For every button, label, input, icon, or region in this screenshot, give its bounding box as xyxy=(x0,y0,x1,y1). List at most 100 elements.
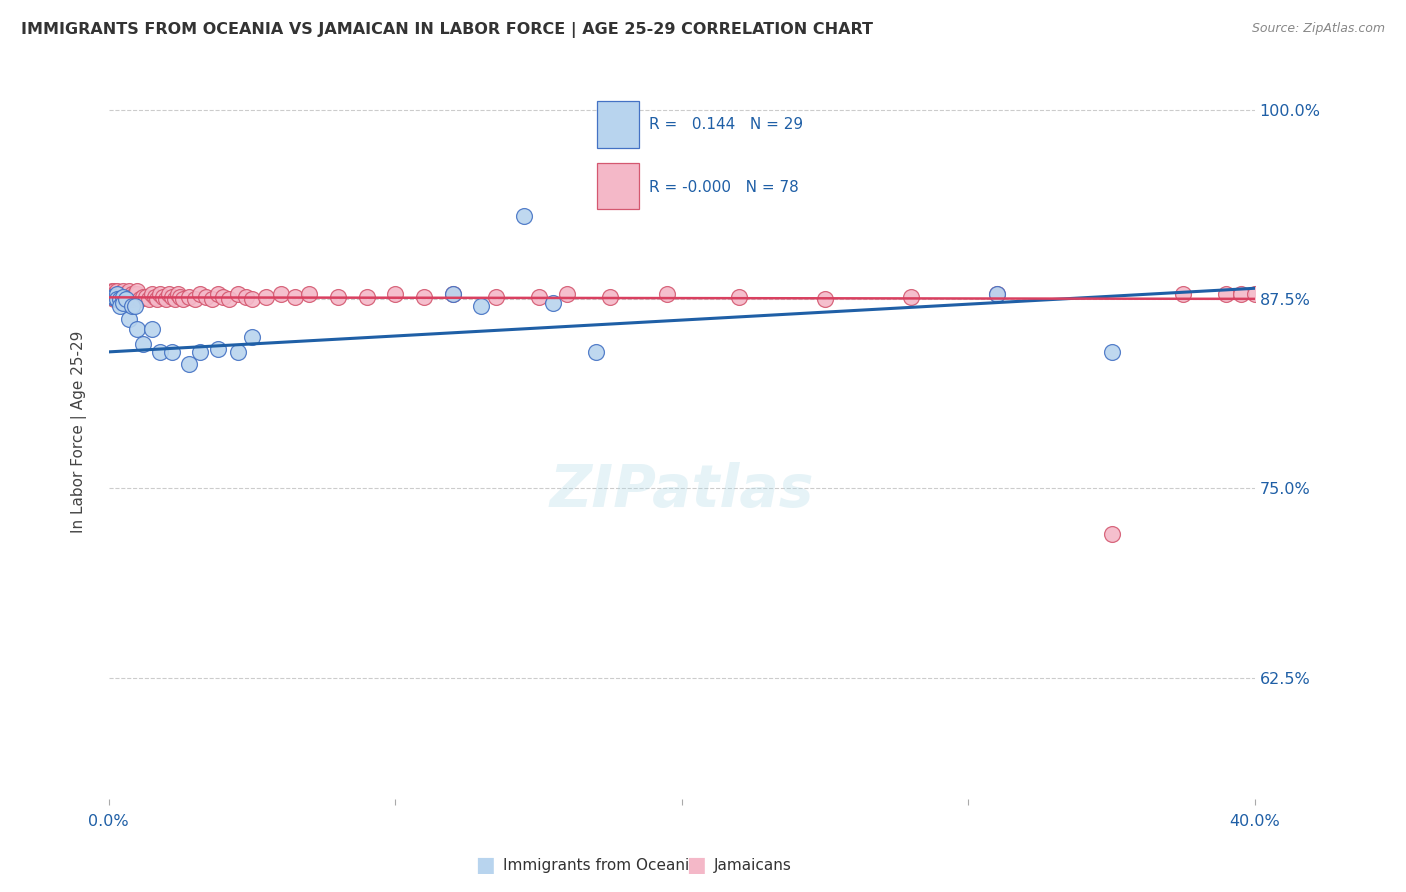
Point xyxy=(121,287,143,301)
Point xyxy=(121,292,143,306)
Y-axis label: In Labor Force | Age 25-29: In Labor Force | Age 25-29 xyxy=(72,330,87,533)
Point xyxy=(110,300,132,314)
Point xyxy=(441,287,464,301)
Point xyxy=(1229,287,1251,301)
Point xyxy=(155,292,177,306)
Point xyxy=(124,290,146,304)
Point xyxy=(284,290,307,304)
Point xyxy=(112,287,135,301)
Point xyxy=(103,285,125,299)
Point xyxy=(527,290,550,304)
Point xyxy=(135,290,157,304)
Point xyxy=(240,292,263,306)
Point xyxy=(115,292,138,306)
Point xyxy=(201,292,224,306)
Point xyxy=(127,285,149,299)
Point xyxy=(235,290,257,304)
Point xyxy=(124,287,146,301)
Point xyxy=(218,292,240,306)
Point xyxy=(112,290,135,304)
Point xyxy=(298,287,321,301)
Point xyxy=(160,290,183,304)
Point xyxy=(149,287,172,301)
Point xyxy=(143,290,166,304)
Point xyxy=(555,287,578,301)
Point xyxy=(728,290,751,304)
Point xyxy=(149,344,172,359)
Point xyxy=(900,290,922,304)
Point xyxy=(141,322,163,336)
Point xyxy=(115,287,138,301)
Point xyxy=(986,287,1008,301)
Point xyxy=(254,290,277,304)
Point xyxy=(110,290,132,304)
Point xyxy=(166,287,188,301)
Point xyxy=(105,292,128,306)
Text: IMMIGRANTS FROM OCEANIA VS JAMAICAN IN LABOR FORCE | AGE 25-29 CORRELATION CHART: IMMIGRANTS FROM OCEANIA VS JAMAICAN IN L… xyxy=(21,22,873,38)
Point xyxy=(541,296,564,310)
Text: 40.0%: 40.0% xyxy=(1229,814,1281,829)
Text: ■: ■ xyxy=(475,855,495,875)
Point xyxy=(172,292,194,306)
Point xyxy=(470,300,492,314)
Point xyxy=(105,290,128,304)
Point xyxy=(190,287,212,301)
Point xyxy=(384,287,406,301)
Point xyxy=(118,311,141,326)
Point xyxy=(110,287,132,301)
Point xyxy=(657,287,679,301)
Point xyxy=(207,342,229,356)
Point xyxy=(105,287,128,301)
Point xyxy=(112,296,135,310)
Point xyxy=(326,290,349,304)
Point xyxy=(105,287,128,301)
Point xyxy=(157,287,180,301)
Point xyxy=(127,290,149,304)
Point xyxy=(121,300,143,314)
Point xyxy=(207,287,229,301)
Point xyxy=(138,292,160,306)
Text: ZIPatlas: ZIPatlas xyxy=(550,462,814,518)
Point xyxy=(814,292,837,306)
Point xyxy=(163,292,186,306)
Point xyxy=(129,292,152,306)
Point xyxy=(1101,344,1123,359)
Text: ■: ■ xyxy=(686,855,706,875)
Point xyxy=(115,290,138,304)
Point xyxy=(115,292,138,306)
Point xyxy=(132,290,155,304)
Text: Immigrants from Oceania: Immigrants from Oceania xyxy=(503,858,699,872)
Point xyxy=(484,290,506,304)
Point xyxy=(112,285,135,299)
Point xyxy=(986,287,1008,301)
Point xyxy=(1215,287,1237,301)
Point xyxy=(103,287,125,301)
Point xyxy=(1243,287,1265,301)
Point xyxy=(146,292,169,306)
Point xyxy=(124,300,146,314)
Point xyxy=(177,290,200,304)
Point xyxy=(1173,287,1195,301)
Point xyxy=(413,290,436,304)
Point xyxy=(183,292,205,306)
Point xyxy=(177,357,200,371)
Point xyxy=(160,344,183,359)
Point xyxy=(103,292,125,306)
Point xyxy=(118,292,141,306)
Point xyxy=(100,285,122,299)
Point xyxy=(110,292,132,306)
Point xyxy=(585,344,607,359)
Point xyxy=(103,290,125,304)
Point xyxy=(240,330,263,344)
Point xyxy=(513,209,536,223)
Point xyxy=(110,292,132,306)
Point xyxy=(132,337,155,351)
Point xyxy=(212,290,235,304)
Point xyxy=(169,290,191,304)
Point xyxy=(226,287,249,301)
Point xyxy=(190,344,212,359)
Point xyxy=(127,287,149,301)
Point xyxy=(226,344,249,359)
Point xyxy=(118,290,141,304)
Point xyxy=(152,290,174,304)
